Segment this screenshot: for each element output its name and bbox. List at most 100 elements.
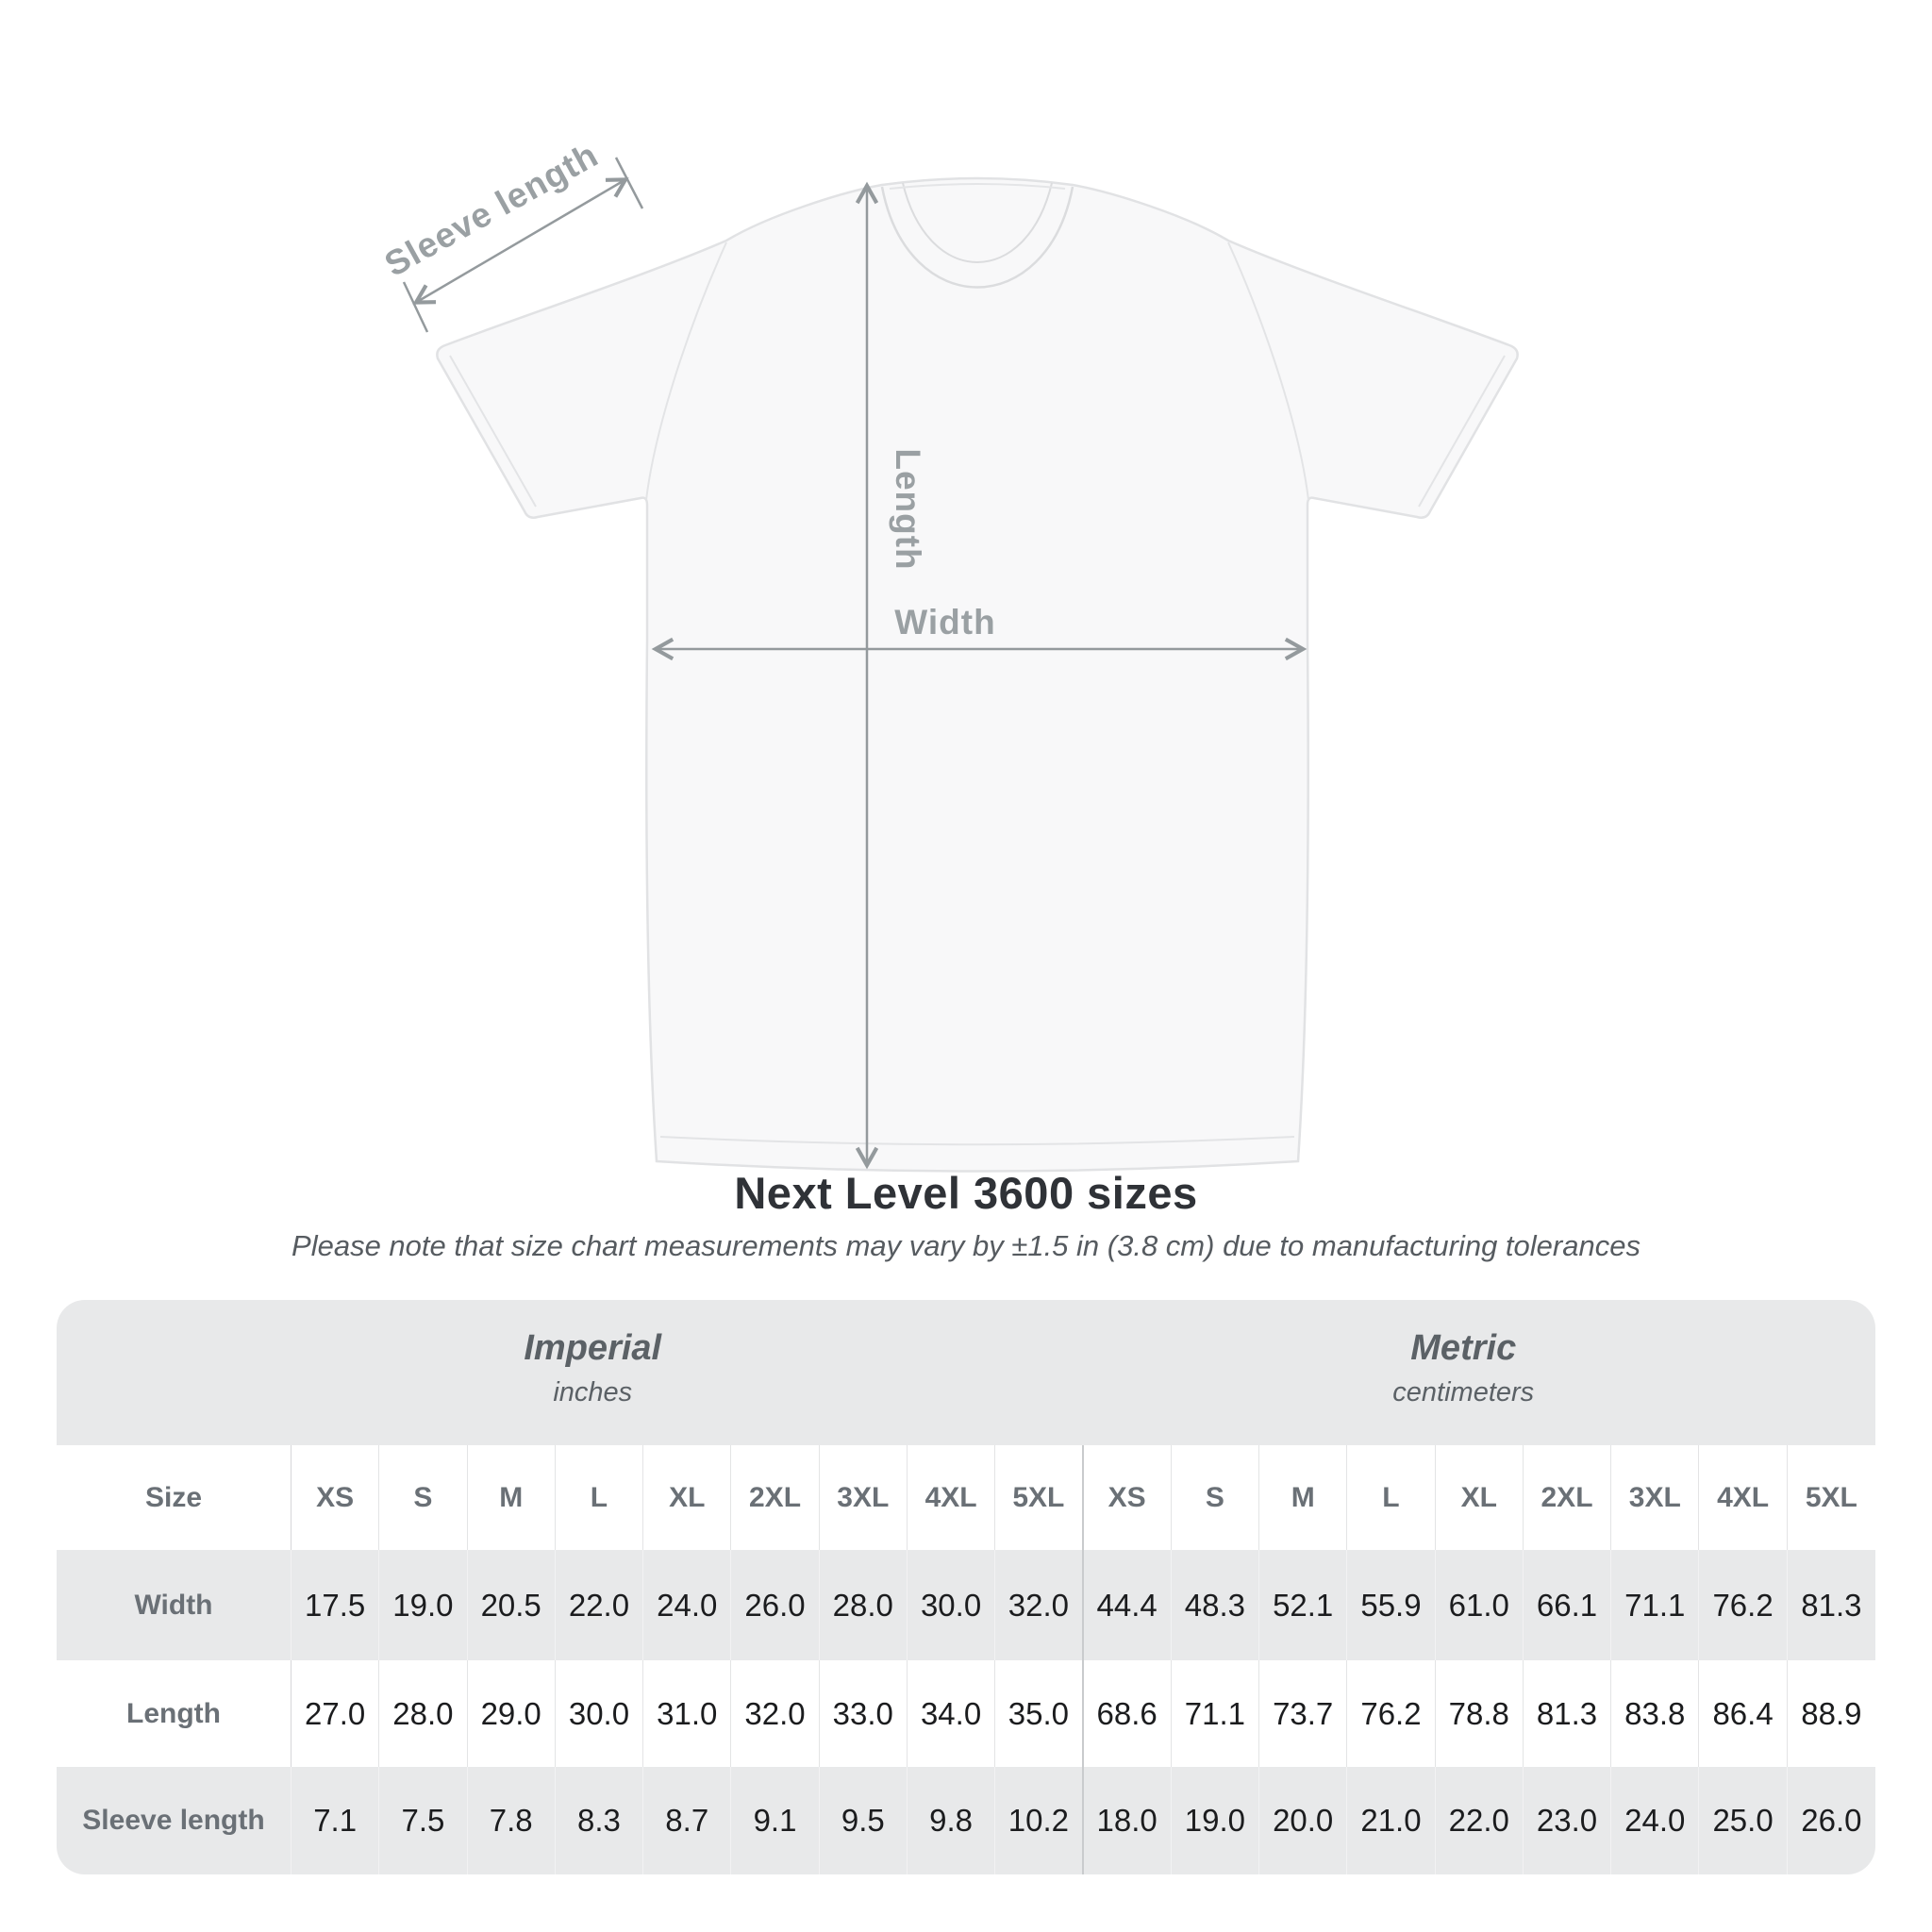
size-header-metric-5xl: 5XL <box>1787 1445 1875 1550</box>
cell-sleeve-length-imperial-xl: 8.7 <box>643 1767 732 1874</box>
cell-length-metric-5xl: 88.9 <box>1787 1660 1875 1767</box>
cell-width-metric-m: 52.1 <box>1259 1550 1348 1660</box>
cell-sleeve-length-metric-4xl: 25.0 <box>1699 1767 1788 1874</box>
size-header-metric-4xl: 4XL <box>1699 1445 1788 1550</box>
cell-width-imperial-s: 19.0 <box>379 1550 468 1660</box>
cell-sleeve-length-metric-m: 20.0 <box>1259 1767 1348 1874</box>
cell-length-imperial-xl: 31.0 <box>643 1660 732 1767</box>
cell-sleeve-length-imperial-xs: 7.1 <box>291 1767 380 1874</box>
tshirt-measurement-diagram: Sleeve length Length Width <box>378 135 1519 1173</box>
size-header-metric-s: S <box>1171 1445 1260 1550</box>
left-armhole-seam <box>645 242 727 501</box>
imperial-unit-name: Imperial <box>524 1327 662 1368</box>
hem-seam <box>659 1136 1295 1146</box>
cell-width-imperial-xl: 24.0 <box>643 1550 732 1660</box>
cell-length-metric-3xl: 83.8 <box>1611 1660 1700 1767</box>
cell-width-metric-xl: 61.0 <box>1435 1550 1524 1660</box>
metric-unit-header: Metric centimeters <box>1083 1300 1875 1445</box>
cell-sleeve-length-imperial-l: 8.3 <box>555 1767 644 1874</box>
size-header-imperial-s: S <box>379 1445 468 1550</box>
size-header-metric-m: M <box>1259 1445 1348 1550</box>
cell-width-imperial-2xl: 26.0 <box>731 1550 820 1660</box>
size-header-imperial-4xl: 4XL <box>907 1445 996 1550</box>
cell-length-imperial-m: 29.0 <box>467 1660 556 1767</box>
cell-length-imperial-l: 30.0 <box>555 1660 644 1767</box>
size-header-imperial-2xl: 2XL <box>731 1445 820 1550</box>
cell-sleeve-length-metric-3xl: 24.0 <box>1611 1767 1700 1874</box>
size-header-metric-3xl: 3XL <box>1611 1445 1700 1550</box>
sleeve-length-label: Sleeve length <box>378 135 605 284</box>
left-cuff-seam <box>449 355 537 508</box>
tolerance-note: Please note that size chart measurements… <box>291 1229 1641 1262</box>
metric-unit-name: Metric <box>1410 1327 1517 1368</box>
cell-width-imperial-xs: 17.5 <box>291 1550 380 1660</box>
imperial-unit-header: Imperial inches <box>57 1300 1084 1445</box>
cell-width-metric-xs: 44.4 <box>1083 1550 1172 1660</box>
cell-width-imperial-m: 20.5 <box>467 1550 556 1660</box>
cell-sleeve-length-metric-2xl: 23.0 <box>1523 1767 1612 1874</box>
size-header-imperial-xl: XL <box>643 1445 732 1550</box>
right-cuff-seam <box>1418 355 1506 508</box>
cell-length-metric-m: 73.7 <box>1259 1660 1348 1767</box>
size-header-metric-xl: XL <box>1435 1445 1524 1550</box>
cell-width-metric-2xl: 66.1 <box>1523 1550 1612 1660</box>
cell-sleeve-length-imperial-2xl: 9.1 <box>731 1767 820 1874</box>
size-header-metric-l: L <box>1347 1445 1436 1550</box>
tshirt-graphic <box>436 176 1519 1173</box>
cell-width-metric-3xl: 71.1 <box>1611 1550 1700 1660</box>
cell-width-metric-5xl: 81.3 <box>1787 1550 1875 1660</box>
cell-length-metric-s: 71.1 <box>1171 1660 1260 1767</box>
size-header-imperial-xs: XS <box>291 1445 380 1550</box>
cell-length-imperial-xs: 27.0 <box>291 1660 380 1767</box>
cell-length-metric-l: 76.2 <box>1347 1660 1436 1767</box>
cell-sleeve-length-metric-s: 19.0 <box>1171 1767 1260 1874</box>
cell-length-imperial-s: 28.0 <box>379 1660 468 1767</box>
cell-length-metric-xl: 78.8 <box>1435 1660 1524 1767</box>
cell-length-imperial-4xl: 34.0 <box>907 1660 996 1767</box>
row-label-length: Length <box>57 1660 291 1767</box>
page-title: Next Level 3600 sizes <box>734 1168 1198 1218</box>
cell-length-imperial-2xl: 32.0 <box>731 1660 820 1767</box>
cell-width-imperial-4xl: 30.0 <box>907 1550 996 1660</box>
size-column-header: Size <box>57 1445 291 1550</box>
cell-sleeve-length-metric-xl: 22.0 <box>1435 1767 1524 1874</box>
cell-length-imperial-3xl: 33.0 <box>819 1660 908 1767</box>
cell-length-metric-2xl: 81.3 <box>1523 1660 1612 1767</box>
cell-width-metric-s: 48.3 <box>1171 1550 1260 1660</box>
cell-sleeve-length-imperial-m: 7.8 <box>467 1767 556 1874</box>
size-header-imperial-m: M <box>467 1445 556 1550</box>
imperial-unit-sub: inches <box>553 1376 633 1407</box>
cell-sleeve-length-imperial-4xl: 9.8 <box>907 1767 996 1874</box>
cell-length-metric-4xl: 86.4 <box>1699 1660 1788 1767</box>
cell-width-imperial-3xl: 28.0 <box>819 1550 908 1660</box>
size-header-imperial-l: L <box>555 1445 644 1550</box>
size-header-imperial-5xl: 5XL <box>995 1445 1084 1550</box>
cell-sleeve-length-metric-5xl: 26.0 <box>1787 1767 1875 1874</box>
cell-sleeve-length-imperial-5xl: 10.2 <box>995 1767 1084 1874</box>
collar-neckline <box>902 182 1053 263</box>
cell-sleeve-length-metric-xs: 18.0 <box>1083 1767 1172 1874</box>
sleeve-length-tick-left <box>402 281 429 333</box>
length-label: Length <box>889 448 927 570</box>
cell-width-imperial-5xl: 32.0 <box>995 1550 1084 1660</box>
row-label-sleeve-length: Sleeve length <box>57 1767 291 1874</box>
cell-sleeve-length-imperial-3xl: 9.5 <box>819 1767 908 1874</box>
sleeve-length-tick-right <box>614 157 644 209</box>
row-label-width: Width <box>57 1550 291 1660</box>
metric-unit-sub: centimeters <box>1392 1376 1535 1407</box>
size-header-imperial-3xl: 3XL <box>819 1445 908 1550</box>
cell-width-imperial-l: 22.0 <box>555 1550 644 1660</box>
cell-width-metric-4xl: 76.2 <box>1699 1550 1788 1660</box>
cell-length-imperial-5xl: 35.0 <box>995 1660 1084 1767</box>
size-header-metric-2xl: 2XL <box>1523 1445 1612 1550</box>
width-label: Width <box>894 603 995 641</box>
cell-length-metric-xs: 68.6 <box>1083 1660 1172 1767</box>
collar-back-seam <box>889 183 1066 190</box>
size-chart-table: Imperial inches Metric centimeters Size X… <box>57 1300 1875 1874</box>
cell-width-metric-l: 55.9 <box>1347 1550 1436 1660</box>
cell-sleeve-length-imperial-s: 7.5 <box>379 1767 468 1874</box>
sleeve-length-arrow <box>412 177 629 305</box>
cell-sleeve-length-metric-l: 21.0 <box>1347 1767 1436 1874</box>
right-armhole-seam <box>1227 242 1309 501</box>
